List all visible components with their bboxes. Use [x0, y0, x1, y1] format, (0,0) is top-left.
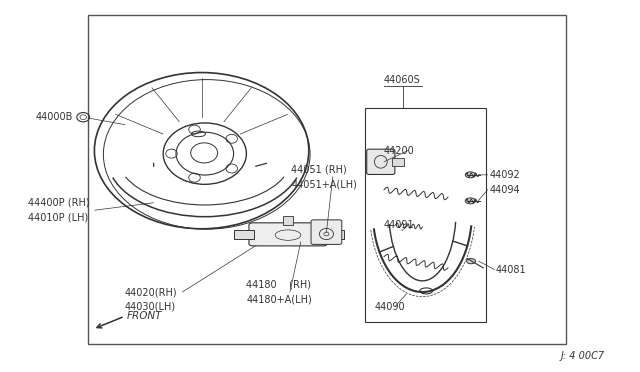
Bar: [88, 15, 566, 344]
Bar: [323, 230, 344, 239]
Text: 44020(RH): 44020(RH): [125, 287, 177, 297]
Text: 44180+A(LH): 44180+A(LH): [246, 295, 312, 304]
Text: 44000B: 44000B: [35, 112, 72, 122]
Text: 44200: 44200: [384, 146, 415, 155]
Text: 44091: 44091: [384, 220, 415, 230]
Text: 44090: 44090: [374, 302, 405, 312]
Circle shape: [465, 172, 476, 178]
Bar: [283, 216, 293, 225]
Text: 44094: 44094: [490, 185, 520, 195]
Text: J: 4 00C7: J: 4 00C7: [561, 351, 605, 361]
Text: FRONT: FRONT: [127, 311, 162, 321]
Bar: [234, 230, 254, 239]
Text: 44180    (RH): 44180 (RH): [246, 280, 312, 289]
Bar: [365, 108, 486, 322]
FancyBboxPatch shape: [367, 149, 395, 174]
Text: 44060S: 44060S: [384, 75, 420, 85]
Text: 44030(LH): 44030(LH): [125, 302, 176, 312]
Text: 44081: 44081: [496, 265, 527, 275]
Circle shape: [465, 198, 476, 204]
Bar: [392, 158, 404, 166]
Text: 44051+A(LH): 44051+A(LH): [291, 179, 357, 189]
FancyBboxPatch shape: [249, 223, 327, 246]
Text: 44010P (LH): 44010P (LH): [28, 213, 88, 222]
Text: 44051 (RH): 44051 (RH): [291, 164, 347, 174]
Text: 44092: 44092: [490, 170, 520, 180]
FancyBboxPatch shape: [311, 220, 342, 244]
Circle shape: [467, 259, 476, 264]
Text: 44400P (RH): 44400P (RH): [28, 198, 89, 208]
